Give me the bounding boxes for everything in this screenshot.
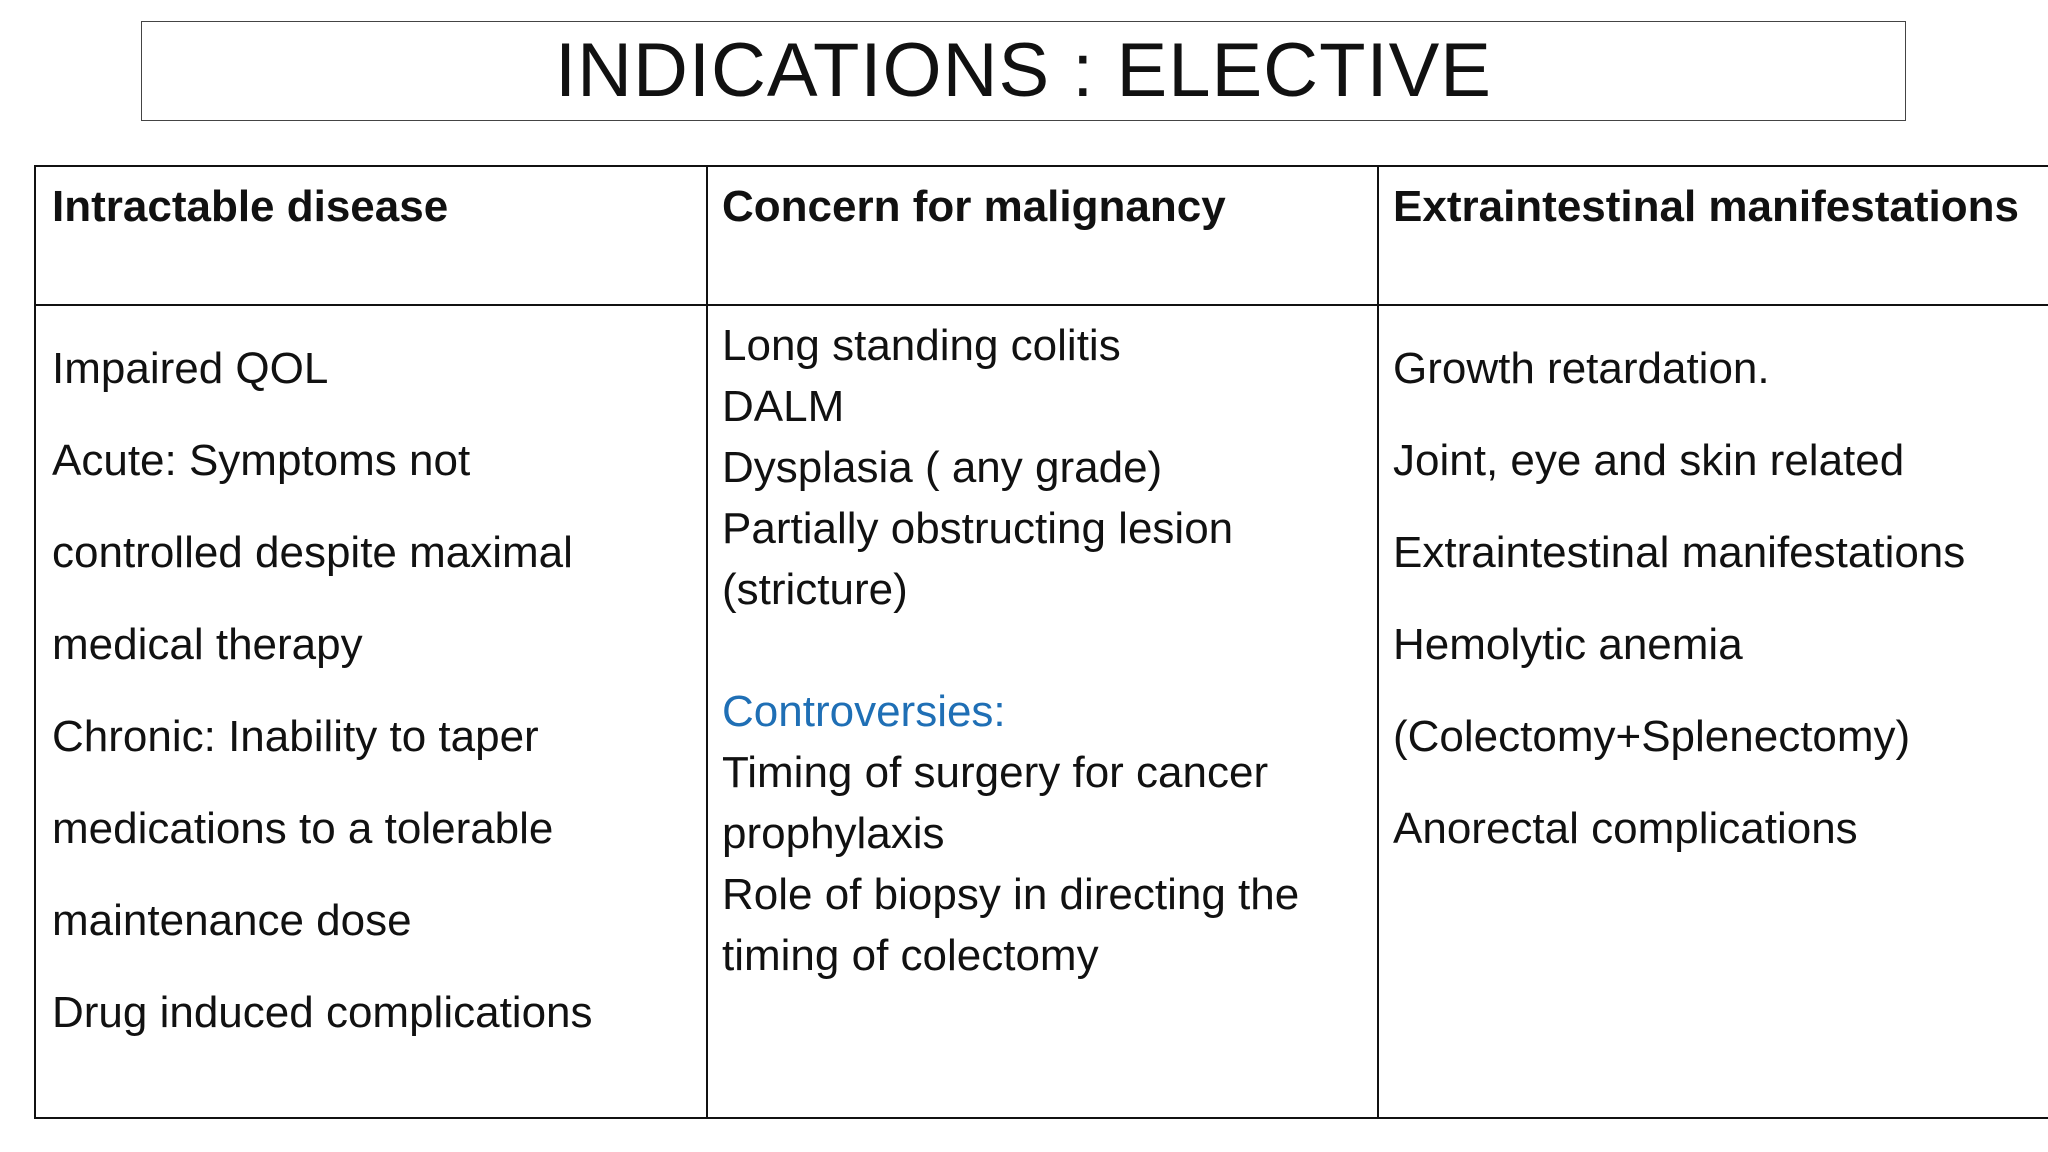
header-divider <box>36 304 2048 306</box>
spacer <box>722 620 1299 681</box>
intractable-disease-list: Impaired QOL Acute: Symptoms not control… <box>52 323 593 1059</box>
list-item: Acute: Symptoms not <box>52 436 471 485</box>
list-item: maintenance dose <box>52 896 412 945</box>
list-item: Long standing colitis <box>722 321 1121 370</box>
title-box: INDICATIONS : ELECTIVE <box>141 21 1906 121</box>
indications-table: Intractable disease Concern for malignan… <box>34 165 2048 1119</box>
column-divider <box>1377 167 1379 1117</box>
list-item: Extraintestinal manifestations <box>1393 528 1966 577</box>
header-concern-for-malignancy: Concern for malignancy <box>722 182 1226 231</box>
extraintestinal-list: Growth retardation. Joint, eye and skin … <box>1393 323 1965 875</box>
list-item: prophylaxis <box>722 809 945 858</box>
list-item: Hemolytic anemia <box>1393 620 1743 669</box>
header-extraintestinal-manifestations: Extraintestinal manifestations <box>1393 182 2019 231</box>
list-item: medical therapy <box>52 620 363 669</box>
header-intractable-disease: Intractable disease <box>52 182 449 231</box>
list-item: medications to a tolerable <box>52 804 554 853</box>
malignancy-concern-list: Long standing colitis DALM Dysplasia ( a… <box>722 315 1299 986</box>
column-divider <box>706 167 708 1117</box>
list-item: DALM <box>722 382 845 431</box>
list-item: timing of colectomy <box>722 931 1099 980</box>
list-item: Chronic: Inability to taper <box>52 712 539 761</box>
controversies-heading: Controversies: <box>722 687 1006 736</box>
list-item: Impaired QOL <box>52 344 329 393</box>
list-item: Dysplasia ( any grade) <box>722 443 1163 492</box>
page-title: INDICATIONS : ELECTIVE <box>555 28 1492 113</box>
list-item: Timing of surgery for cancer <box>722 748 1269 797</box>
list-item: Anorectal complications <box>1393 804 1858 853</box>
list-item: Role of biopsy in directing the <box>722 870 1300 919</box>
list-item: controlled despite maximal <box>52 528 573 577</box>
list-item: Joint, eye and skin related <box>1393 436 1905 485</box>
list-item: Growth retardation. <box>1393 344 1770 393</box>
list-item: (Colectomy+Splenectomy) <box>1393 712 1911 761</box>
list-item: Partially obstructing lesion <box>722 504 1234 553</box>
list-item: Drug induced complications <box>52 988 593 1037</box>
list-item: (stricture) <box>722 565 908 614</box>
